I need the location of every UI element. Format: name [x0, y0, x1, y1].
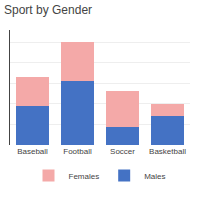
svg-text:Sport by Gender: Sport by Gender	[4, 3, 92, 17]
svg-text:Males: Males	[144, 172, 165, 181]
svg-text:Females: Females	[69, 172, 100, 181]
svg-text:Soccer: Soccer	[110, 147, 135, 156]
svg-text:Baseball: Baseball	[17, 147, 48, 156]
svg-text:Football: Football	[63, 147, 92, 156]
svg-text:Basketball: Basketball	[149, 147, 186, 156]
